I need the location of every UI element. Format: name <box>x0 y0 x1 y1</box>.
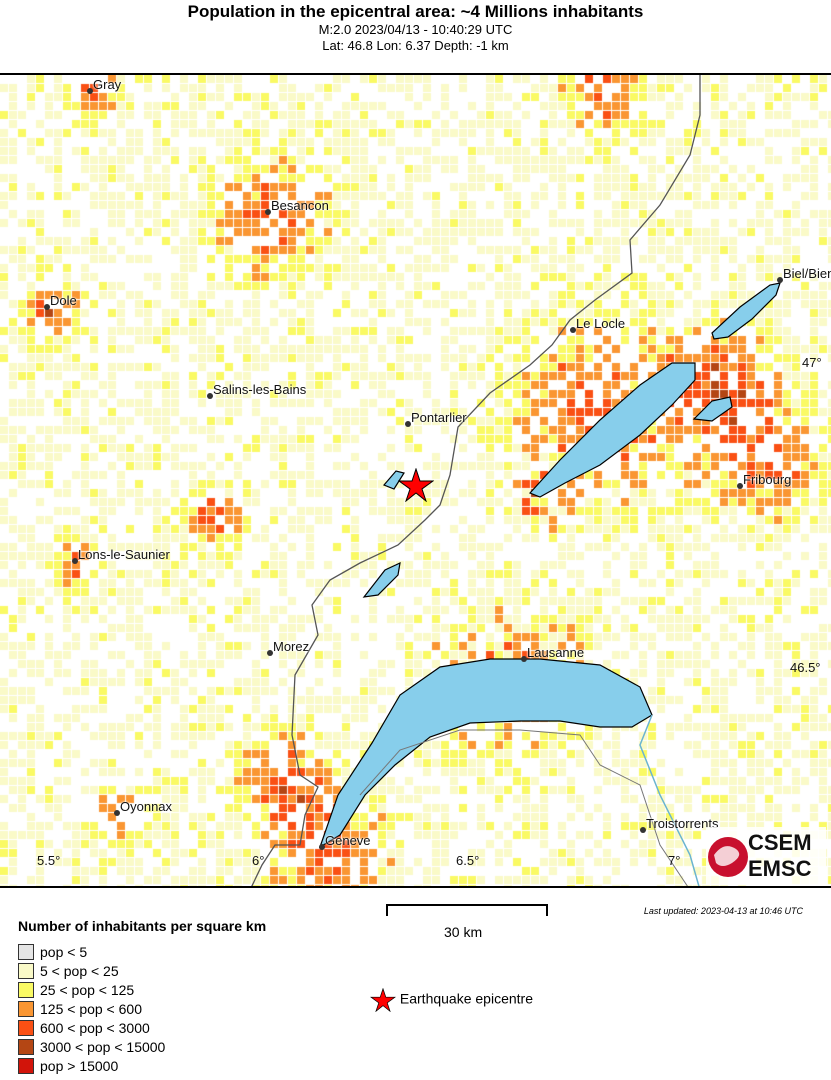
logo-text: EMSC <box>748 856 812 881</box>
csem-emsc-logo: CSEM EMSC <box>706 827 826 885</box>
logo-text: CSEM <box>748 830 812 855</box>
map-area[interactable]: Gray Besancon Dole Salins-les-Bains Pontarli… <box>0 73 831 888</box>
legend-item: pop > 15000 <box>18 1058 118 1075</box>
legend-label: 5 < pop < 25 <box>40 963 119 979</box>
scale-bar <box>386 904 548 916</box>
city-label: Besancon <box>271 198 329 213</box>
legend-swatch <box>18 982 34 998</box>
lake-morat <box>692 396 733 422</box>
lake-neuchatel <box>528 362 696 498</box>
legend-title: Number of inhabitants per square km <box>18 918 267 934</box>
legend-label: 600 < pop < 3000 <box>40 1020 150 1036</box>
legend-swatch <box>18 1001 34 1017</box>
lon-tick: 7° <box>668 853 681 868</box>
city-marker <box>72 558 78 564</box>
legend-item: 3000 < pop < 15000 <box>18 1039 165 1056</box>
city-marker <box>405 421 411 427</box>
last-updated: Last updated: 2023-04-13 at 10:46 UTC <box>643 906 803 916</box>
city-label: Lons-le-Saunier <box>78 547 170 562</box>
legend-swatch <box>18 944 34 960</box>
lon-tick: 6° <box>252 853 265 868</box>
city-marker <box>737 483 743 489</box>
city-marker <box>521 656 527 662</box>
city-marker <box>640 827 646 833</box>
city-marker <box>570 327 576 333</box>
city-label: Geneve <box>325 833 371 848</box>
city-label: Gray <box>93 77 122 92</box>
legend-item: 5 < pop < 25 <box>18 963 119 980</box>
city-marker <box>777 277 783 283</box>
city-marker <box>87 88 93 94</box>
lat-tick: 47° <box>802 355 822 370</box>
lake-biel <box>711 282 781 340</box>
city-label: Dole <box>50 293 77 308</box>
legend-swatch <box>18 1039 34 1055</box>
lake-saint-point <box>382 470 405 490</box>
map-title: Population in the epicentral area: ~4 Mi… <box>187 2 644 21</box>
legend-label: 25 < pop < 125 <box>40 982 135 998</box>
event-info: M:2.0 2023/04/13 - 10:40:29 UTC <box>318 22 513 37</box>
city-label: Le Locle <box>576 316 626 331</box>
legend-item: pop < 5 <box>18 944 87 961</box>
city-label: Oyonnax <box>120 799 173 814</box>
legend-swatch <box>18 1020 34 1036</box>
city-label: Biel/Bienne <box>783 266 831 281</box>
map-overlay <box>251 75 781 886</box>
legend-item: 600 < pop < 3000 <box>18 1020 150 1037</box>
legend-label: 125 < pop < 600 <box>40 1001 142 1017</box>
city-marker <box>44 304 50 310</box>
city-label: Pontarlier <box>411 410 467 425</box>
lake-geneva <box>318 658 653 849</box>
epicenter-star-icon[interactable] <box>398 468 434 502</box>
city-marker <box>207 393 213 399</box>
city-marker <box>265 209 271 215</box>
city-label: Fribourg <box>743 472 792 487</box>
city-label: Salins-les-Bains <box>213 382 307 397</box>
legend-label: pop > 15000 <box>40 1058 119 1074</box>
red-star-icon <box>369 987 397 1013</box>
city-marker <box>267 650 273 656</box>
city-marker <box>319 844 325 850</box>
lon-tick: 6.5° <box>456 853 480 868</box>
legend-epicentre: Earthquake epicentre <box>369 987 533 1013</box>
legend-epicentre-label: Earthquake epicentre <box>399 990 533 1007</box>
legend-swatch <box>18 963 34 979</box>
scale-label: 30 km <box>444 924 483 940</box>
lon-tick: 5.5° <box>37 853 61 868</box>
river-rhone <box>639 714 700 886</box>
legend-label: 3000 < pop < 15000 <box>40 1039 166 1055</box>
city-marker <box>114 810 120 816</box>
lat-tick: 46.5° <box>790 660 821 675</box>
event-location: Lat: 46.8 Lon: 6.37 Depth: -1 km <box>322 38 509 53</box>
city-label: Morez <box>273 639 310 654</box>
legend-item: 25 < pop < 125 <box>18 982 134 999</box>
legend-swatch <box>18 1058 34 1074</box>
legend-item: 125 < pop < 600 <box>18 1001 142 1018</box>
country-border <box>251 75 701 886</box>
canton-border <box>359 729 688 886</box>
city-label: Lausanne <box>527 645 585 660</box>
city-label: Troistorrents <box>646 816 719 831</box>
legend-label: pop < 5 <box>40 944 88 960</box>
lake-joux <box>362 561 401 598</box>
